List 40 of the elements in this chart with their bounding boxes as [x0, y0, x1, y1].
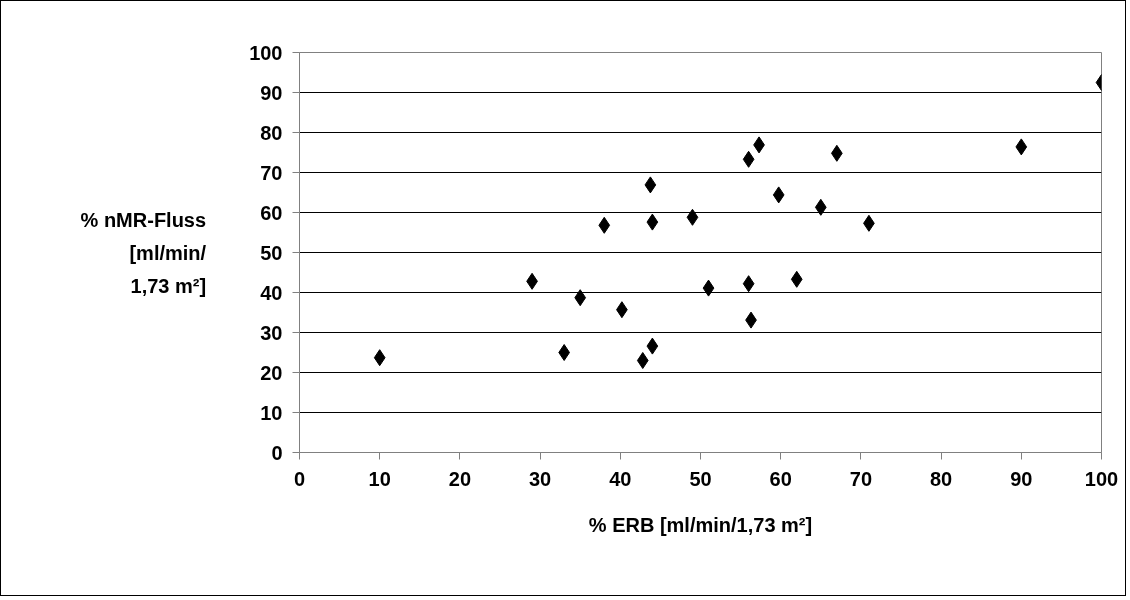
point	[742, 275, 755, 293]
point	[646, 213, 659, 231]
y-tick-label: 90	[260, 81, 283, 104]
point	[574, 289, 587, 307]
x-tick-label: 90	[1010, 467, 1033, 490]
y-tick-label: 80	[260, 121, 283, 144]
x-tick-label: 80	[929, 467, 953, 490]
point	[646, 337, 659, 355]
y-tick-label: 100	[249, 41, 283, 64]
y-tick-label: 30	[260, 321, 283, 344]
x-axis-title: % ERB [ml/min/1,73 m²]	[588, 513, 813, 536]
y-tick-label: 10	[260, 401, 283, 424]
point	[686, 208, 699, 226]
point	[1015, 138, 1028, 156]
point	[598, 216, 611, 234]
y-tick-label: 60	[260, 201, 283, 224]
x-tick-label: 40	[609, 467, 632, 490]
x-tick-label: 60	[769, 467, 792, 490]
y-tick-label: 70	[260, 161, 283, 184]
point	[373, 349, 386, 367]
y-axis-title: % nMR-Fluss [ml/min/ 1,73 m²]	[80, 208, 207, 297]
y-tick-label: 40	[260, 281, 283, 304]
point	[702, 279, 715, 297]
x-tick-label: 0	[293, 467, 306, 490]
point	[772, 186, 785, 204]
point	[636, 352, 649, 369]
point	[558, 344, 570, 361]
point	[790, 270, 803, 288]
y-tick-label: 0	[271, 441, 283, 464]
point	[742, 150, 755, 168]
y-tick-label: 20	[260, 361, 283, 384]
point	[814, 198, 827, 216]
x-tick-label: 70	[849, 467, 873, 490]
y-tick-label: 50	[260, 241, 283, 264]
x-tick-label: 10	[368, 467, 391, 490]
point	[644, 176, 657, 194]
x-tick-label: 20	[448, 467, 472, 490]
x-tick-label: 50	[689, 467, 712, 490]
x-tick-label: 30	[528, 467, 552, 490]
x-tick-label: 100	[1084, 467, 1119, 490]
